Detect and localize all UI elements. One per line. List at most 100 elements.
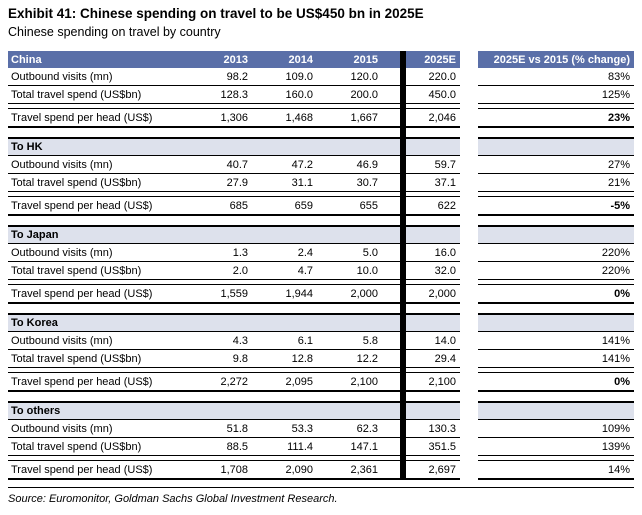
change-cell: 14% bbox=[607, 463, 630, 476]
change-row: -5% bbox=[478, 196, 634, 216]
section-gap bbox=[8, 128, 460, 137]
value-cell: 4.7 bbox=[297, 264, 313, 277]
value-cell: 200.0 bbox=[350, 88, 378, 101]
value-cell: 160.0 bbox=[285, 88, 313, 101]
value-cell: 2,361 bbox=[350, 463, 378, 476]
section-header-row: To Korea bbox=[8, 313, 460, 332]
row-label: Travel spend per head (US$) bbox=[11, 287, 153, 300]
change-cell: 141% bbox=[601, 334, 630, 347]
change-row: 125% bbox=[478, 86, 634, 104]
change-header-label: 2025E vs 2015 (% change) bbox=[493, 53, 630, 66]
section-gap bbox=[8, 216, 460, 225]
change-cell: 141% bbox=[601, 352, 630, 365]
value-cell-2025e: 32.0 bbox=[434, 264, 456, 277]
value-cell: 1,708 bbox=[220, 463, 248, 476]
value-cell: 120.0 bbox=[350, 70, 378, 83]
value-cell: 40.7 bbox=[226, 158, 248, 171]
section-title: China bbox=[11, 53, 42, 66]
value-cell: 6.1 bbox=[297, 334, 313, 347]
change-cell: 0% bbox=[614, 287, 630, 300]
section-header-row: To others bbox=[8, 401, 460, 420]
change-row: 139% bbox=[478, 438, 634, 456]
value-cell: 685 bbox=[229, 199, 248, 212]
main-table: China 2013 2014 2015 2025E Outbound visits (m… bbox=[8, 51, 460, 480]
row-label: Travel spend per head (US$) bbox=[11, 199, 153, 212]
change-row: 0% bbox=[478, 372, 634, 392]
change-cell: 220% bbox=[601, 264, 630, 277]
table-row: Total travel spend (US$bn) 88.5 111.4 147.1… bbox=[8, 438, 460, 456]
value-cell-2025e: 130.3 bbox=[428, 422, 456, 435]
value-cell-2025e: 351.5 bbox=[428, 440, 456, 453]
table-row: Outbound visits (mn) 1.3 2.4 5.0 16.0 bbox=[8, 244, 460, 262]
value-cell: 62.3 bbox=[356, 422, 378, 435]
value-cell: 659 bbox=[294, 199, 313, 212]
column-header-year: 2014 bbox=[288, 53, 313, 66]
section-header-row: To Japan bbox=[8, 225, 460, 244]
value-cell-2025e: 29.4 bbox=[434, 352, 456, 365]
value-cell: 98.2 bbox=[226, 70, 248, 83]
row-label: Outbound visits (mn) bbox=[11, 70, 113, 83]
change-section-band bbox=[478, 137, 634, 156]
row-label: Travel spend per head (US$) bbox=[11, 111, 153, 124]
table-row: Travel spend per head (US$) 1,559 1,944 2,0… bbox=[8, 284, 460, 304]
value-cell-2025e: 220.0 bbox=[428, 70, 456, 83]
value-cell: 111.4 bbox=[287, 440, 313, 453]
value-cell: 1,559 bbox=[220, 287, 248, 300]
change-row: 83% bbox=[478, 68, 634, 86]
change-cell: 27% bbox=[607, 158, 630, 171]
column-header-2025e: 2025E bbox=[424, 53, 456, 66]
value-cell: 53.3 bbox=[291, 422, 313, 435]
value-cell-2025e: 622 bbox=[437, 199, 456, 212]
value-cell-2025e: 37.1 bbox=[434, 176, 456, 189]
row-label: Outbound visits (mn) bbox=[11, 246, 113, 259]
tables-area: China 2013 2014 2015 2025E Outbound visits (m… bbox=[8, 51, 634, 480]
value-cell: 51.8 bbox=[226, 422, 248, 435]
section-gap bbox=[478, 392, 634, 401]
value-cell: 1,468 bbox=[285, 111, 313, 124]
change-row: 23% bbox=[478, 108, 634, 128]
value-cell: 12.8 bbox=[291, 352, 313, 365]
change-row: 27% bbox=[478, 156, 634, 174]
row-label: Travel spend per head (US$) bbox=[11, 463, 153, 476]
section-title: To Japan bbox=[11, 229, 59, 241]
value-cell: 109.0 bbox=[285, 70, 313, 83]
change-row: 109% bbox=[478, 420, 634, 438]
value-cell: 2,272 bbox=[220, 375, 248, 388]
value-cell: 1.3 bbox=[232, 246, 248, 259]
table-row: Total travel spend (US$bn) 2.0 4.7 10.0 32.0 bbox=[8, 262, 460, 280]
change-cell: 21% bbox=[607, 176, 630, 189]
value-cell-2025e: 2,697 bbox=[428, 463, 456, 476]
change-cell: 83% bbox=[607, 70, 630, 83]
table-row: Outbound visits (mn) 40.7 47.2 46.9 59.7 bbox=[8, 156, 460, 174]
value-cell-2025e: 2,000 bbox=[428, 287, 456, 300]
value-cell: 2,000 bbox=[350, 287, 378, 300]
section-title: To HK bbox=[11, 141, 43, 153]
change-row: 21% bbox=[478, 174, 634, 192]
value-cell: 27.9 bbox=[226, 176, 248, 189]
value-cell: 12.2 bbox=[356, 352, 378, 365]
change-table: 2025E vs 2015 (% change) 83% 125% 23% 27% 21%… bbox=[478, 51, 634, 480]
change-row: 141% bbox=[478, 350, 634, 368]
section-title: To Korea bbox=[11, 317, 58, 329]
value-cell: 1,667 bbox=[350, 111, 378, 124]
value-cell: 5.8 bbox=[362, 334, 378, 347]
change-cell: 125% bbox=[601, 88, 630, 101]
table-header-row: China 2013 2014 2015 2025E bbox=[8, 51, 460, 68]
divider-bar bbox=[400, 51, 406, 480]
section-gap bbox=[8, 392, 460, 401]
value-cell: 1,306 bbox=[220, 111, 248, 124]
table-row: Travel spend per head (US$) 2,272 2,095 2,1… bbox=[8, 372, 460, 392]
row-label: Total travel spend (US$bn) bbox=[11, 440, 142, 453]
table-row: Outbound visits (mn) 98.2 109.0 120.0 220.0 bbox=[8, 68, 460, 86]
source-note: Source: Euromonitor, Goldman Sachs Globa… bbox=[8, 487, 634, 506]
change-cell: 23% bbox=[607, 111, 630, 124]
change-cell: 220% bbox=[601, 246, 630, 259]
value-cell: 46.9 bbox=[356, 158, 378, 171]
row-label: Outbound visits (mn) bbox=[11, 334, 113, 347]
value-cell: 147.1 bbox=[350, 440, 378, 453]
value-cell-2025e: 2,100 bbox=[428, 375, 456, 388]
table-row: Total travel spend (US$bn) 9.8 12.8 12.2 29.… bbox=[8, 350, 460, 368]
value-cell: 9.8 bbox=[232, 352, 248, 365]
value-cell: 128.3 bbox=[220, 88, 248, 101]
